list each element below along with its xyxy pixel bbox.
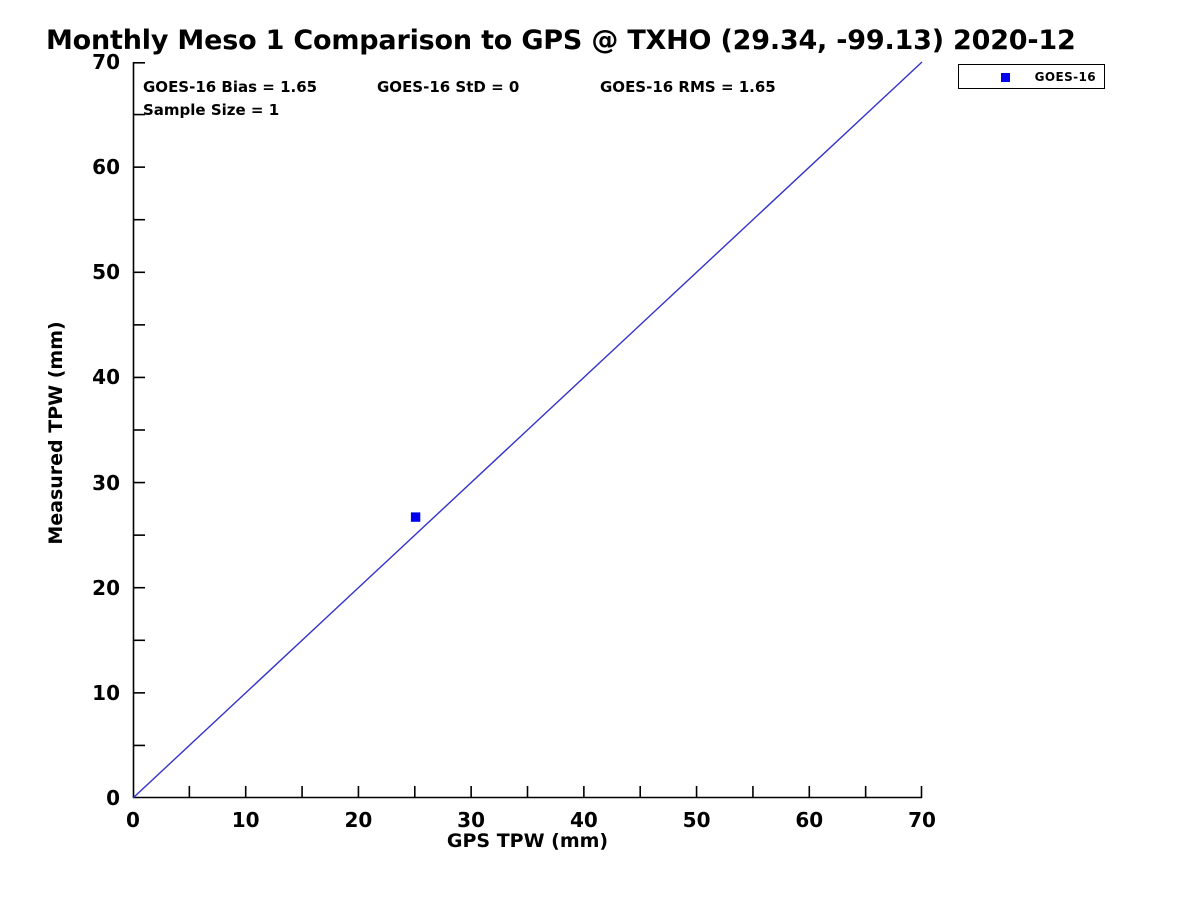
x-axis-label: GPS TPW (mm) (446, 830, 609, 852)
x-tick-label: 40 (569, 808, 598, 832)
legend: GOES-16 (958, 64, 1105, 89)
page-title: Monthly Meso 1 Comparison to GPS @ TXHO … (46, 25, 1076, 56)
y-tick-label: 0 (106, 786, 120, 810)
y-tick-label: 50 (92, 260, 120, 285)
one-to-one-reference-line (132, 61, 923, 799)
x-tick-label: 0 (126, 808, 140, 832)
plot-canvas (132, 61, 923, 799)
legend-label: GOES-16 (1034, 70, 1096, 84)
y-tick-label: 40 (92, 365, 120, 390)
annotation-bias: GOES-16 Bias = 1.65 (143, 78, 318, 96)
y-tick-label: 70 (92, 50, 120, 74)
annotation-std: GOES-16 StD = 0 (377, 78, 520, 96)
annotation-rms: GOES-16 RMS = 1.65 (600, 78, 776, 96)
x-tick-label: 70 (908, 808, 936, 832)
x-tick-label: 60 (795, 808, 824, 832)
x-axis-ticks (188, 786, 923, 798)
y-tick-label: 20 (92, 575, 120, 600)
y-tick-label: 60 (92, 155, 120, 180)
x-tick-label: 20 (344, 808, 373, 832)
y-tick-label: 10 (92, 680, 120, 705)
y-tick-label: 30 (92, 470, 120, 495)
x-tick-label: 50 (682, 808, 711, 832)
y-axis-ticks (133, 62, 145, 747)
y-axis-label: Measured TPW (mm) (45, 321, 67, 545)
data-point-goes16 (410, 512, 421, 522)
x-tick-label: 10 (231, 808, 260, 832)
annotation-sample-size: Sample Size = 1 (143, 101, 280, 119)
x-tick-label: 30 (457, 808, 486, 832)
legend-marker-icon (1001, 73, 1010, 82)
plot-area: 0 10 20 30 40 50 60 70 0 10 20 30 40 50 … (92, 52, 936, 830)
